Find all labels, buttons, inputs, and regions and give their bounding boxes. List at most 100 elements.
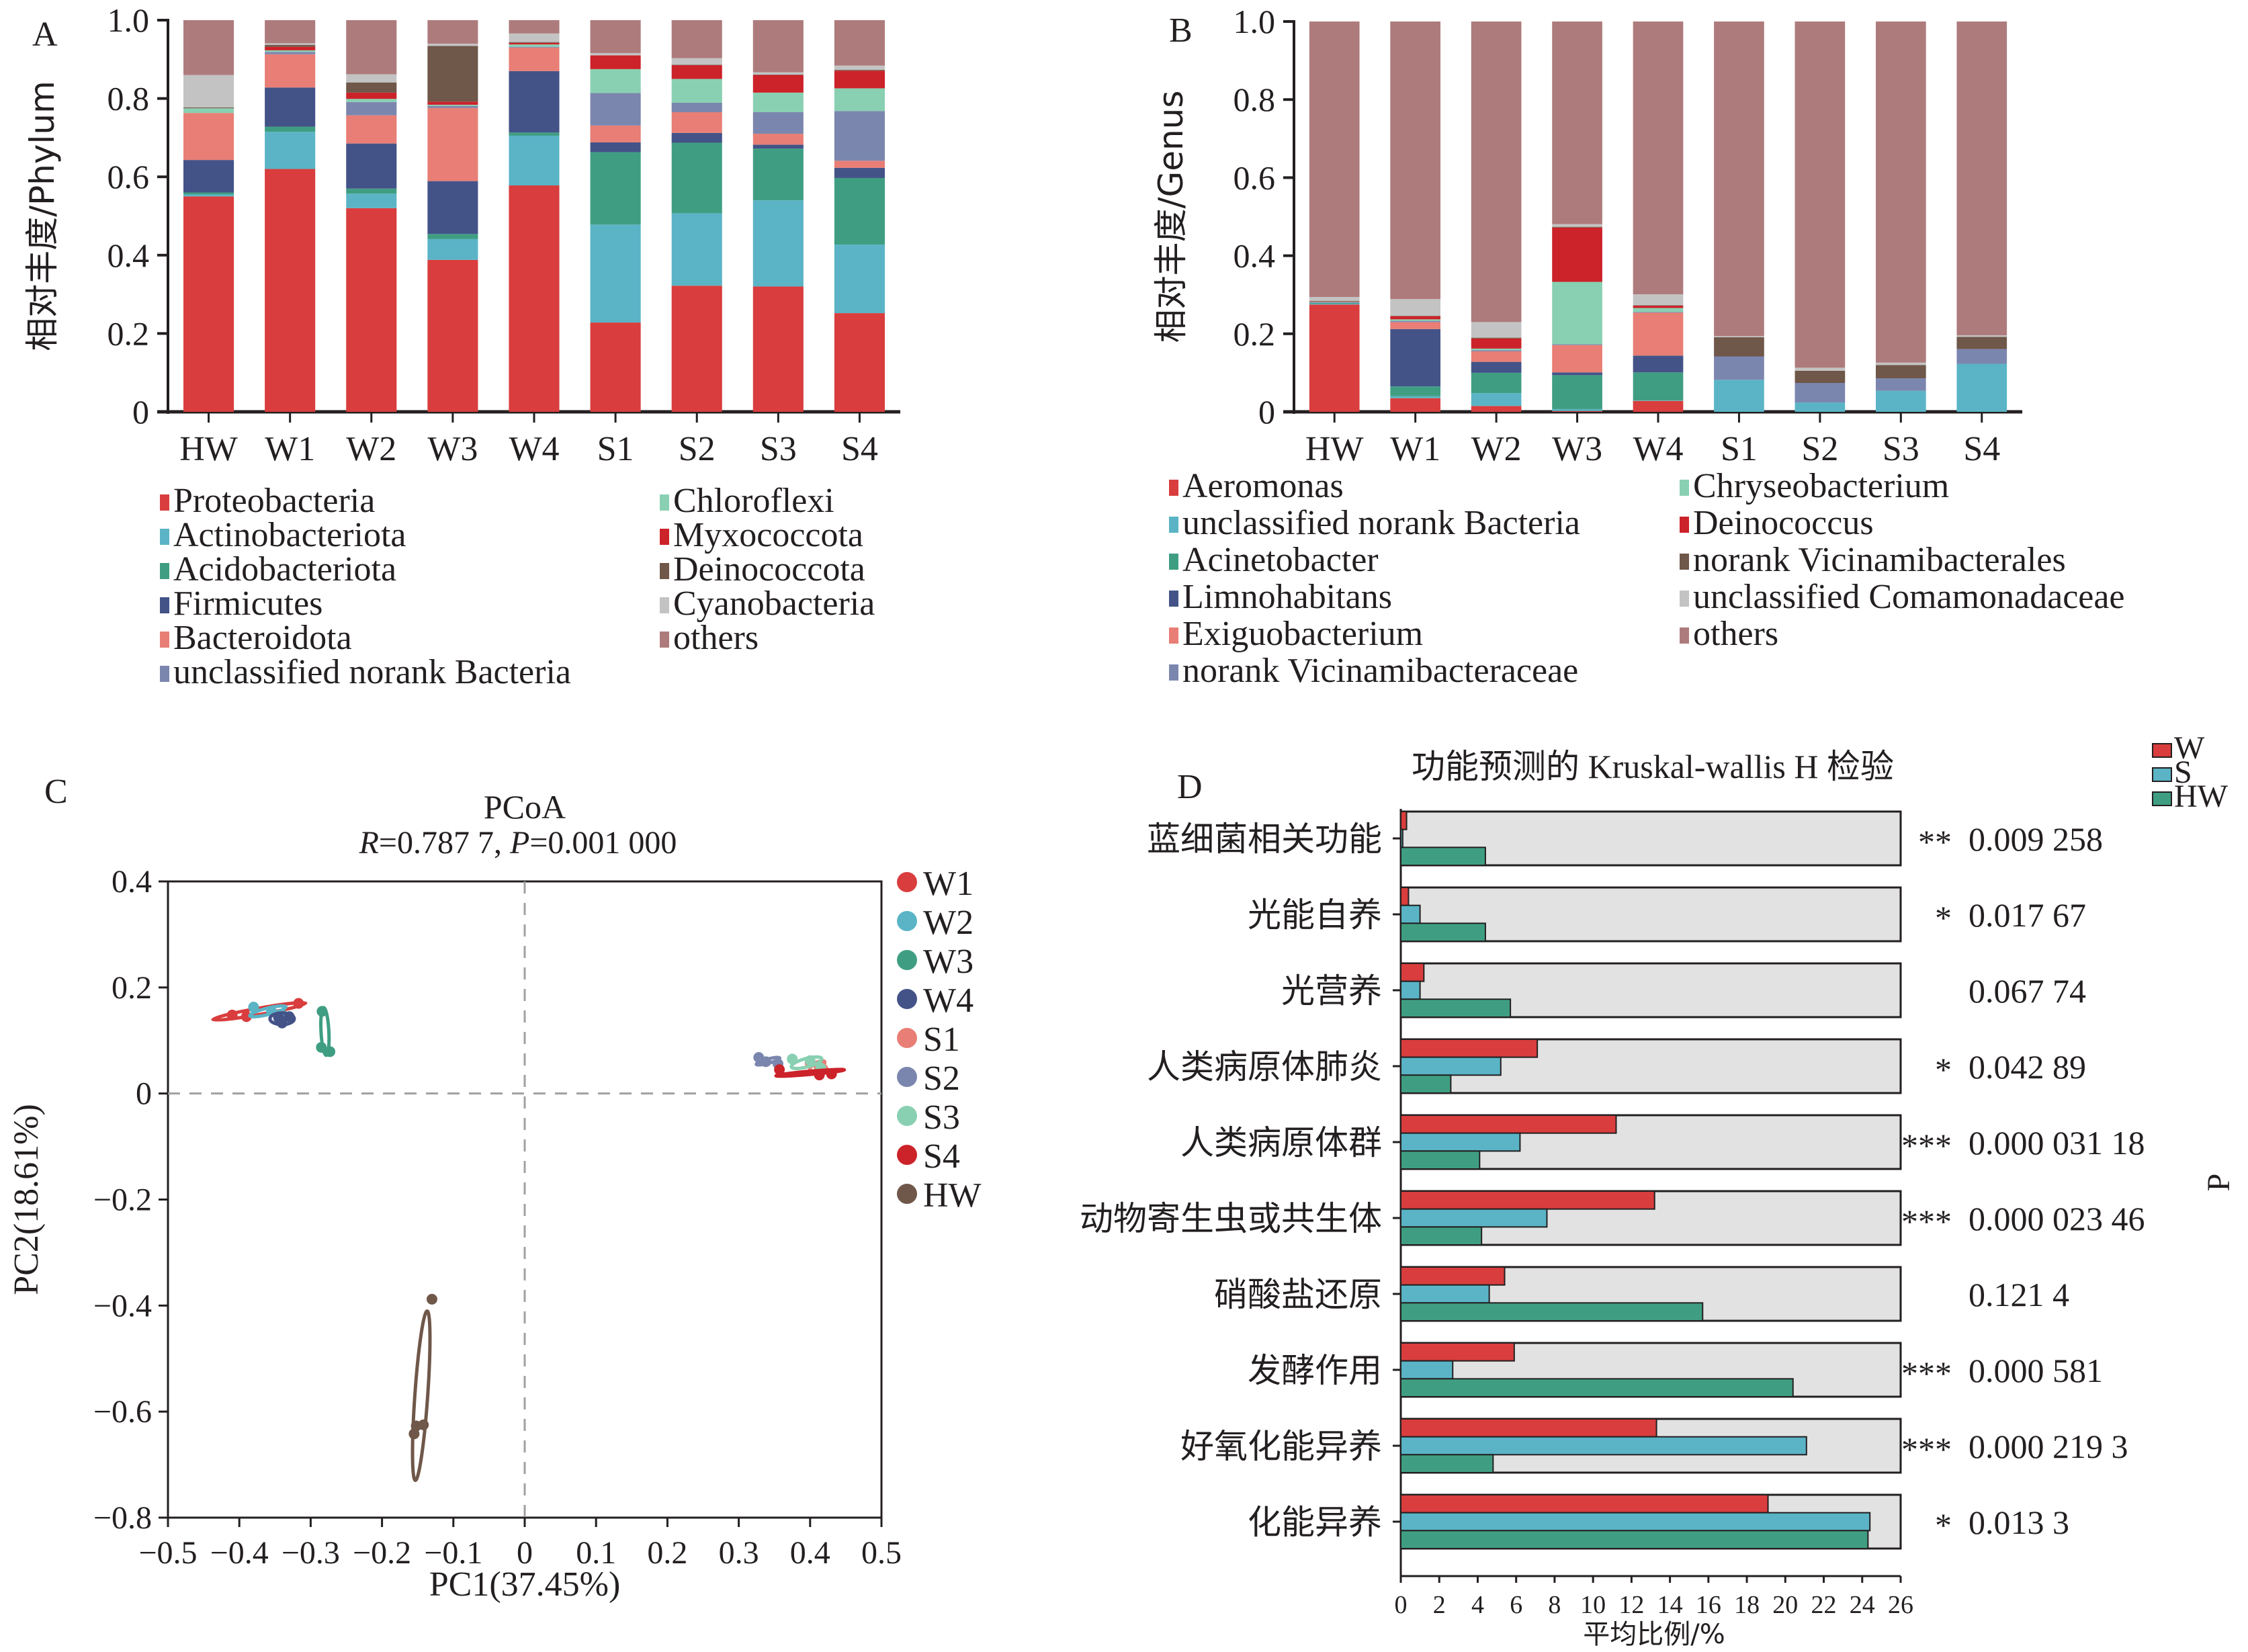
x-tick-label: 0.2 bbox=[647, 1535, 687, 1571]
x-tick-label: 6 bbox=[1510, 1591, 1522, 1619]
bar-segment-s1-chloroflexi bbox=[590, 69, 641, 93]
bar-segment-s3-unclassified-comamonadaceae bbox=[1875, 362, 1926, 365]
bar-hw bbox=[1400, 1530, 1869, 1549]
bar-segment-s2-deinococcota bbox=[671, 64, 722, 66]
bar-segment-w2-chloroflexi bbox=[346, 99, 397, 102]
x-tick-label: W1 bbox=[265, 430, 315, 468]
bar-segment-s2-unclassified-comamonadaceae bbox=[1795, 367, 1846, 371]
y-tick-label: 0.8 bbox=[1234, 81, 1276, 118]
y-tick-label: 0.4 bbox=[1234, 237, 1276, 275]
bar-segment-w2-deinococcus bbox=[1471, 338, 1522, 349]
bar-segment-w4-limnohabitans bbox=[1633, 355, 1684, 373]
bar-segment-s4-norank-vicinamibacterales bbox=[1956, 337, 2007, 349]
x-tick-label: HW bbox=[179, 430, 238, 468]
legend-swatch-s bbox=[2152, 767, 2172, 782]
bar-segment-s1-proteobacteria bbox=[590, 322, 641, 412]
x-tick-label: S1 bbox=[1721, 430, 1758, 468]
p-value: 0.000 219 3 bbox=[1969, 1428, 2128, 1465]
bar-segment-w2-myxococcota bbox=[346, 92, 397, 99]
legend-label-myxococcota: Myxococcota bbox=[673, 516, 863, 554]
bar-segment-w3-myxococcota bbox=[427, 101, 478, 105]
category-label: 人类病原体群 bbox=[1180, 1123, 1382, 1162]
bar-segment-w2-others bbox=[346, 20, 397, 75]
bar-segment-w1-bacteroidota bbox=[265, 54, 316, 88]
bar-segment-s2-cyanobacteria bbox=[671, 58, 722, 65]
bar-segment-w1-others bbox=[1390, 21, 1441, 300]
y-tick-label: 0 bbox=[1258, 393, 1275, 431]
bar-segment-s3-chloroflexi bbox=[752, 92, 804, 113]
significance-stars: *** bbox=[1901, 1430, 1952, 1468]
ellipse-s4 bbox=[774, 1068, 847, 1078]
chart-title: PCoA bbox=[484, 788, 566, 826]
bar-segment-s3-norank-vicinamibacteraceae bbox=[1875, 378, 1926, 391]
bar-segment-w1-limnohabitans bbox=[1390, 329, 1441, 387]
bar-segment-s2-norank-vicinamibacteraceae bbox=[1795, 383, 1846, 403]
point-w2 bbox=[248, 1002, 259, 1013]
category-label: 好氧化能异养 bbox=[1180, 1427, 1382, 1466]
legend-label-bacteroidota: Bacteroidota bbox=[173, 619, 352, 657]
x-tick-label: W3 bbox=[1552, 430, 1602, 468]
bar-segment-s4-deinococcota bbox=[834, 70, 885, 71]
legend-label-w3: W3 bbox=[923, 943, 974, 981]
y-tick-label: 0.2 bbox=[112, 970, 152, 1006]
legend-swatch-proteobacteria bbox=[160, 494, 169, 511]
bar-segment-s3-proteobacteria bbox=[752, 286, 804, 412]
bar-segment-s1-actinobacteriota bbox=[590, 224, 641, 323]
bar-segment-w3-chryseobacterium bbox=[1552, 281, 1602, 345]
bar-segment-s1-firmicutes bbox=[590, 142, 641, 153]
bar-segment-hw-norank-vicinamibacterales bbox=[1309, 300, 1360, 302]
bar-segment-s4-cyanobacteria bbox=[834, 65, 885, 71]
bar-segment-s4-actinobacteriota bbox=[834, 245, 885, 314]
bar-segment-w4-others bbox=[509, 20, 560, 34]
bar-segment-w2-unclassified-comamonadaceae bbox=[1471, 322, 1522, 338]
y-tick-label: 0.4 bbox=[107, 236, 150, 274]
bar-segment-s4-bacteroidota bbox=[834, 161, 885, 168]
point-s2 bbox=[760, 1056, 771, 1068]
bar-segment-w1-firmicutes bbox=[265, 87, 316, 127]
bar-segment-s4-unclassified-comamonadaceae bbox=[1956, 335, 2007, 337]
x-tick-label: S4 bbox=[1963, 430, 2000, 468]
bar-s bbox=[1400, 1512, 1871, 1532]
x-tick-label: W3 bbox=[427, 430, 478, 468]
bar-w bbox=[1400, 1342, 1515, 1362]
bar-segment-s1-unclassified-comamonadaceae bbox=[1714, 336, 1764, 338]
significance-stars: * bbox=[1935, 1051, 1952, 1088]
panel-d-label: D bbox=[1177, 768, 1203, 806]
bar-segment-s1-bacteroidota bbox=[590, 125, 641, 142]
bar-w bbox=[1400, 1190, 1655, 1210]
legend-label-acidobacteriota: Acidobacteriota bbox=[173, 550, 396, 589]
legend-marker-hw bbox=[897, 1184, 917, 1204]
bar-segment-w2-proteobacteria bbox=[346, 208, 397, 412]
bar-segment-w4-deinococcus bbox=[1633, 305, 1684, 308]
y-tick-label: −0.2 bbox=[93, 1182, 152, 1218]
bar-segment-w4-cyanobacteria bbox=[509, 33, 560, 42]
legend-label-cyanobacteria: Cyanobacteria bbox=[673, 584, 875, 623]
bar-segment-w2-acinetobacter bbox=[1471, 372, 1522, 394]
bar-segment-w2-cyanobacteria bbox=[346, 74, 397, 83]
bar-segment-w4-others bbox=[1633, 21, 1684, 295]
legend-label-others: others bbox=[673, 619, 759, 657]
bar-segment-s1-unclassified-norank-bacteria bbox=[1714, 380, 1764, 412]
bar-segment-w2-firmicutes bbox=[346, 143, 397, 189]
legend-label-norank-vicinamibacterales: norank Vicinamibacterales bbox=[1693, 541, 2066, 579]
bar-segment-s2-chloroflexi bbox=[671, 79, 722, 103]
y-axis-label: 相对丰度/Genus bbox=[1152, 91, 1191, 343]
x-tick-label: S1 bbox=[597, 430, 634, 468]
bar-segment-hw-bacteroidota bbox=[183, 113, 234, 161]
point-w4 bbox=[276, 1017, 288, 1029]
bar-s bbox=[1400, 1208, 1548, 1228]
legend-swatch-unclassified-comamonadaceae bbox=[1680, 591, 1689, 607]
ellipse-hw bbox=[410, 1309, 432, 1482]
bar-segment-w4-firmicutes bbox=[509, 71, 560, 133]
x-tick-label: −0.3 bbox=[282, 1535, 340, 1571]
point-s4 bbox=[826, 1068, 837, 1080]
category-label: 光能自养 bbox=[1248, 896, 1382, 934]
bar-segment-s4-unclassified-norank-bacteria bbox=[1956, 363, 2007, 412]
bar-segment-w2-unclassified-norank-bacteria bbox=[1471, 393, 1522, 406]
bar-segment-s4-acidobacteriota bbox=[834, 177, 885, 245]
x-tick-label: −0.1 bbox=[424, 1535, 482, 1571]
bar-segment-w1-acidobacteriota bbox=[265, 126, 316, 132]
bar-segment-w2-unclassified-norank-bacteria bbox=[346, 101, 397, 116]
x-tick-label: 0 bbox=[1395, 1591, 1408, 1619]
legend-swatch-aeromonas bbox=[1169, 480, 1178, 496]
